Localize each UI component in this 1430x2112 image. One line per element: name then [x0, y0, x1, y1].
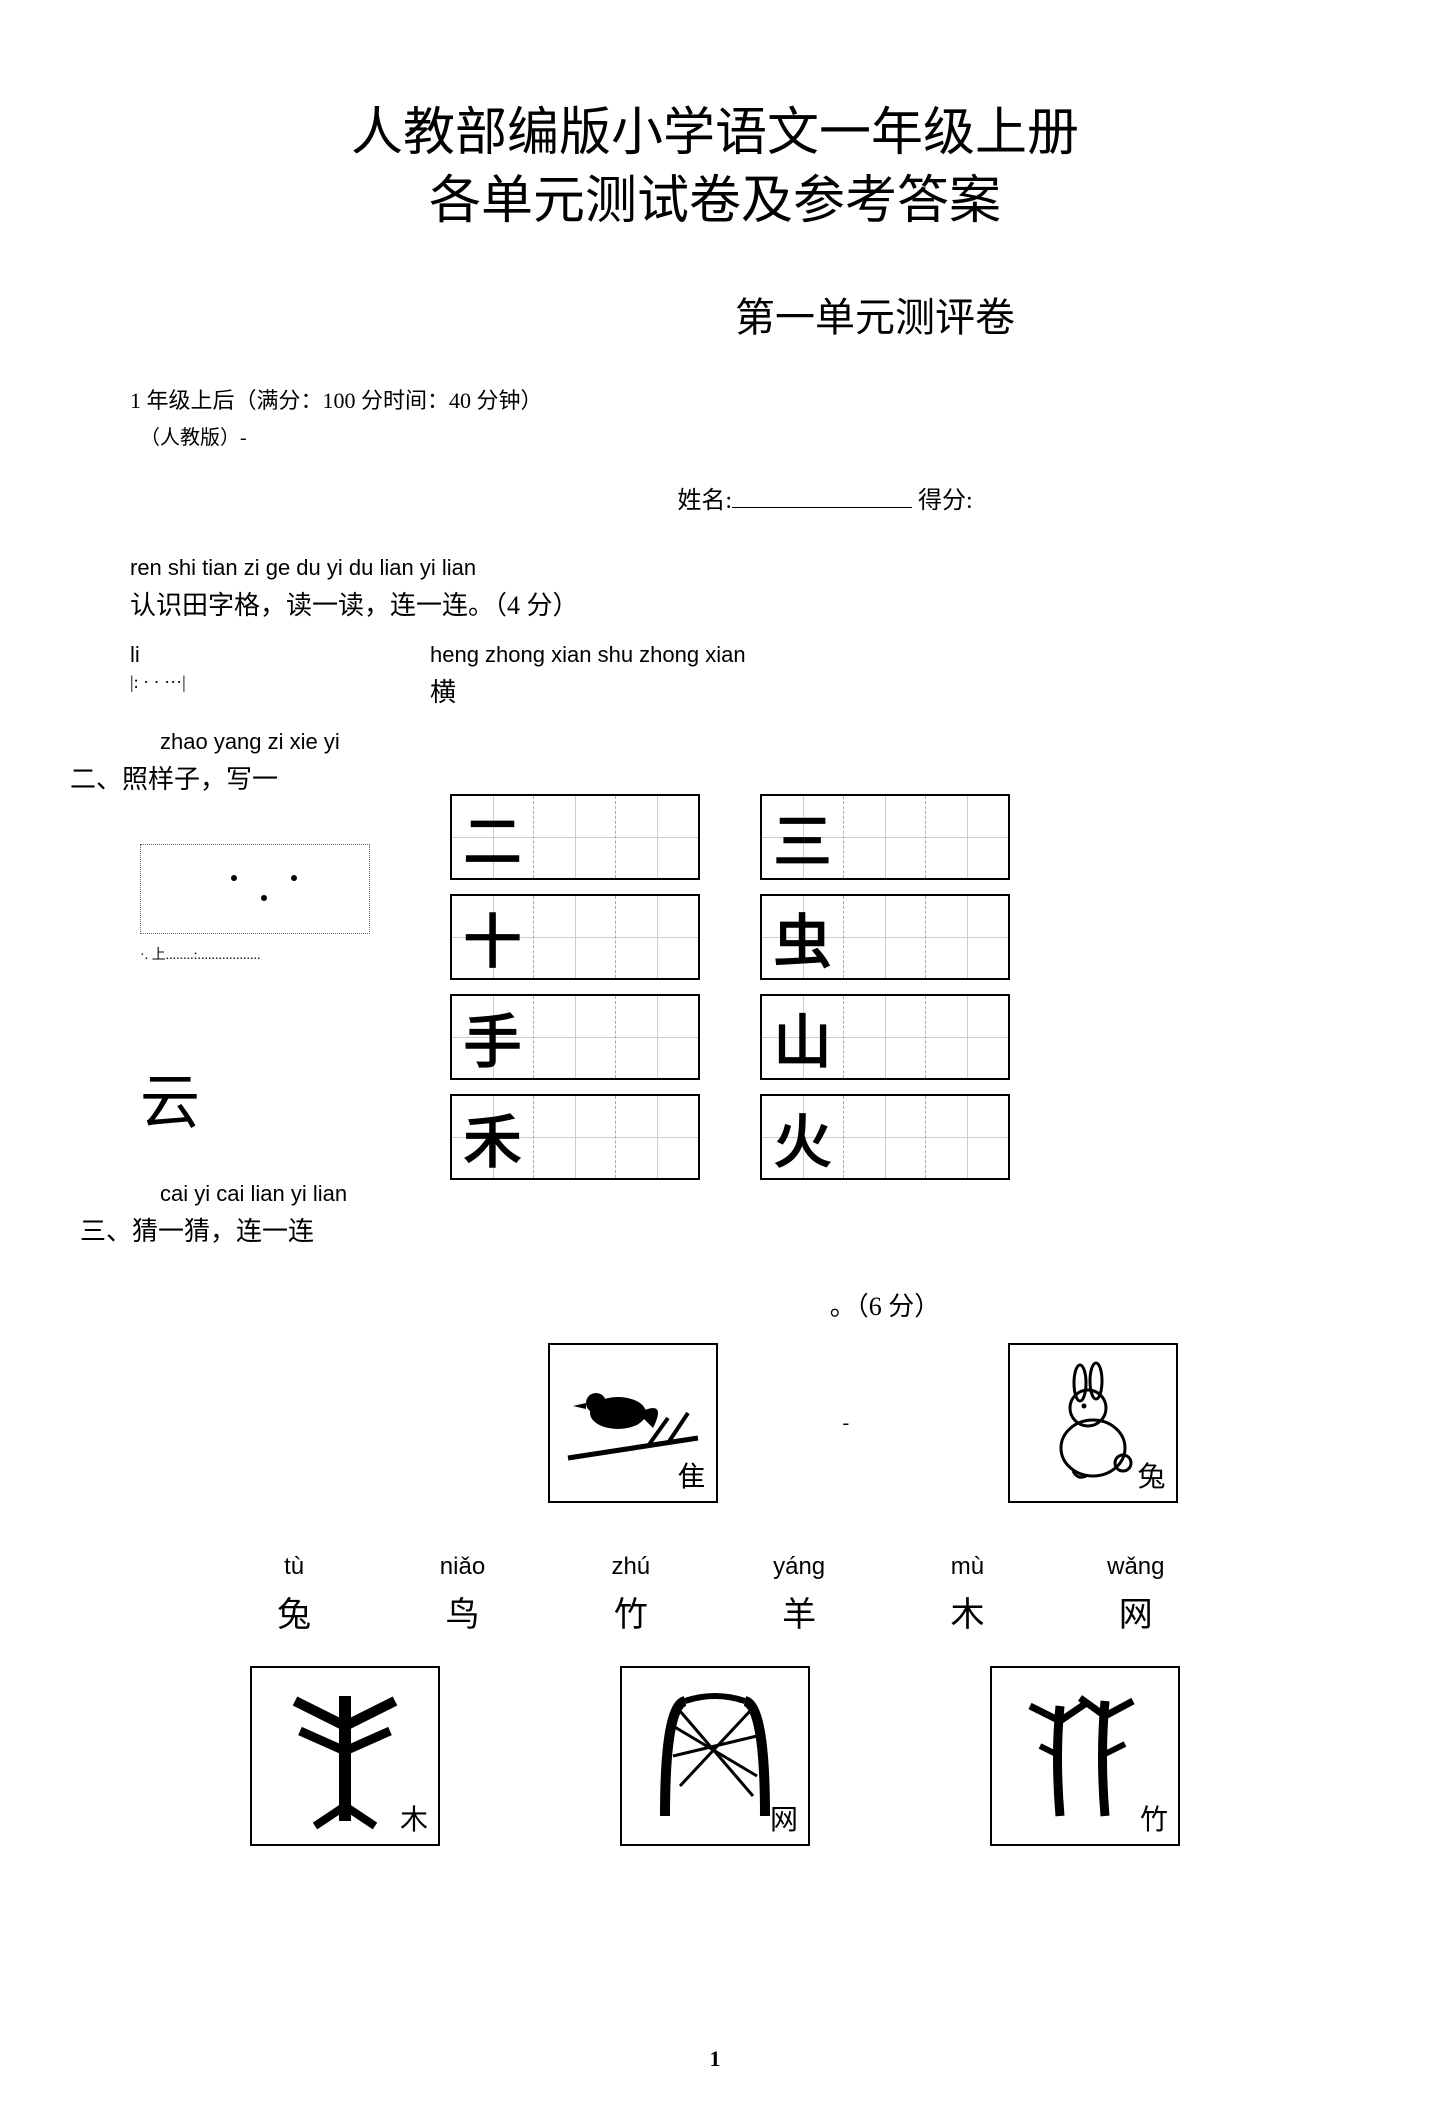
- q1-li-mark: |: · · ···|: [130, 672, 390, 693]
- name-blank[interactable]: [732, 484, 912, 508]
- word-item[interactable]: wǎng网: [1076, 1553, 1196, 1636]
- grid-row[interactable]: 十: [450, 894, 700, 980]
- grid-row[interactable]: 三: [760, 794, 1010, 880]
- grid-row[interactable]: 火: [760, 1094, 1010, 1180]
- grid-char: 三: [773, 795, 831, 879]
- word-item[interactable]: mù木: [907, 1553, 1027, 1636]
- word-item[interactable]: tù兔: [234, 1553, 354, 1636]
- grid-row[interactable]: 山: [760, 994, 1010, 1080]
- grid-char: 虫: [773, 895, 831, 979]
- subtitle: 第一单元测评卷: [450, 285, 1300, 343]
- word-item[interactable]: zhú竹: [571, 1553, 691, 1636]
- name-label: 姓名:: [677, 488, 732, 514]
- grid-char: 山: [773, 995, 831, 1079]
- example-box: [140, 844, 370, 934]
- q1-pinyin: ren shi tian zi ge du yi du lian yi lian: [130, 555, 1300, 581]
- word-row: tù兔 niǎo鸟 zhú竹 yáng羊 mù木 wǎng网: [210, 1553, 1220, 1636]
- picture-row-bottom: 木 网 竹: [160, 1666, 1270, 1846]
- picture-net[interactable]: 网: [620, 1666, 810, 1846]
- document-title: 人教部编版小学语文一年级上册 各单元测试卷及参考答案: [130, 100, 1300, 235]
- q1-text: 认识田字格，读一读，连一连。（4 分）: [130, 585, 1300, 622]
- page-number: 1: [0, 2046, 1430, 2072]
- grid-row[interactable]: 禾: [450, 1094, 700, 1180]
- q2-label: 二、照样子，写一: [70, 759, 1300, 796]
- meta-version: （人教版）-: [140, 421, 1300, 450]
- q3-label: 三、猜一猜，连一连: [80, 1211, 430, 1248]
- title-line-1: 人教部编版小学语文一年级上册: [130, 100, 1300, 168]
- picture-rabbit[interactable]: 兔: [1008, 1343, 1178, 1503]
- q1-heng-pinyin: heng zhong xian shu zhong xian: [430, 642, 746, 668]
- q3-pinyin: cai yi cai lian yi lian: [160, 1181, 430, 1207]
- picture-tree[interactable]: 木: [250, 1666, 440, 1846]
- oracle-mark: 兔: [1137, 1455, 1165, 1495]
- picture-bamboo[interactable]: 竹: [990, 1666, 1180, 1846]
- q3-points: 。（6 分）: [470, 1286, 1300, 1323]
- grid-column-1: 二 十 手 禾: [450, 794, 700, 1180]
- grid-row[interactable]: 虫: [760, 894, 1010, 980]
- meta-info: 1 年级上后（满分：100 分时间：40 分钟）: [130, 383, 1300, 415]
- grid-column-2: 三 虫 山 火: [760, 794, 1010, 1180]
- word-item[interactable]: yáng羊: [739, 1553, 859, 1636]
- score-label: 得分:: [918, 488, 973, 514]
- word-item[interactable]: niǎo鸟: [402, 1553, 522, 1636]
- title-line-2: 各单元测试卷及参考答案: [130, 168, 1300, 236]
- name-score-line: 姓名: 得分:: [350, 480, 1300, 515]
- q2-pinyin: zhao yang zi xie yi: [160, 729, 1300, 755]
- grid-char: 手: [463, 995, 521, 1079]
- dash-mark: -: [843, 1412, 883, 1435]
- oracle-mark: 隹: [677, 1455, 705, 1495]
- grid-row[interactable]: 二: [450, 794, 700, 880]
- grid-char: 禾: [463, 1095, 521, 1179]
- oracle-mark: 网: [770, 1798, 798, 1838]
- example-caption: ·. 上........:..................: [140, 944, 430, 964]
- grid-row[interactable]: 手: [450, 994, 700, 1080]
- grid-char: 火: [773, 1095, 831, 1179]
- oracle-mark: 竹: [1140, 1798, 1168, 1838]
- q1-li-pinyin: li: [130, 642, 390, 668]
- picture-row-top: 隹 - 兔: [190, 1343, 1240, 1503]
- grid-char: 二: [463, 795, 521, 879]
- example-char-yun: 云: [140, 1054, 430, 1141]
- grid-char: 十: [463, 895, 521, 979]
- picture-bird[interactable]: 隹: [548, 1343, 718, 1503]
- oracle-mark: 木: [400, 1798, 428, 1838]
- q1-heng-hanzi: 横: [430, 672, 746, 709]
